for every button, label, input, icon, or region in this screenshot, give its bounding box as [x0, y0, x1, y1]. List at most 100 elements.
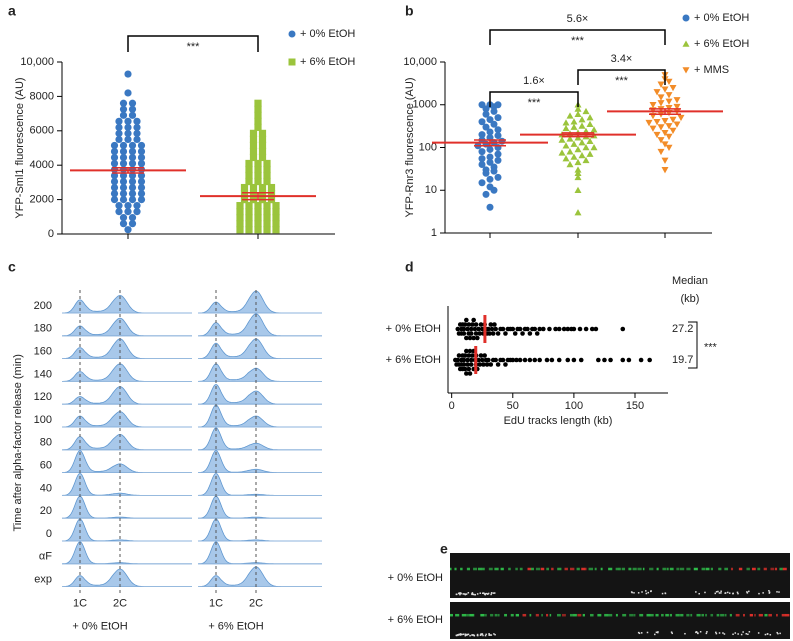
dot — [124, 89, 132, 97]
speckle — [637, 592, 640, 594]
speckle — [717, 590, 719, 593]
dot — [137, 159, 146, 168]
fiber-signal — [477, 567, 482, 571]
y-tick-label: 1 — [431, 227, 437, 239]
dot — [254, 226, 262, 234]
dot — [512, 331, 518, 336]
fiber-signal — [562, 613, 566, 617]
speckle — [464, 593, 467, 596]
dot — [455, 357, 461, 363]
dot — [486, 145, 494, 153]
dot — [682, 40, 690, 47]
dot — [510, 326, 516, 332]
fiber-signal — [729, 613, 732, 617]
speckle — [455, 634, 458, 637]
dot — [574, 110, 582, 118]
speckle — [776, 591, 778, 593]
dot — [254, 117, 262, 125]
dot — [464, 335, 469, 341]
dot — [478, 322, 484, 327]
significance: *** — [615, 75, 629, 87]
speckle — [734, 632, 737, 634]
dot — [493, 357, 498, 363]
dot — [478, 161, 486, 169]
dot — [565, 326, 571, 332]
dot — [115, 123, 123, 131]
speckle — [736, 591, 739, 594]
speckle — [479, 634, 482, 636]
fiber-signal — [639, 613, 644, 617]
dot — [110, 189, 119, 198]
fiber-signal — [720, 613, 725, 617]
speckle — [722, 632, 724, 634]
row-label: 100 — [34, 414, 52, 426]
dot — [119, 220, 128, 228]
median-bar — [483, 315, 487, 343]
fiber-signal — [686, 613, 690, 617]
speckle — [457, 634, 460, 636]
dot — [119, 141, 128, 150]
speckle — [638, 632, 641, 635]
group-label: + 6% EtOH — [208, 621, 263, 633]
fiber-signal — [527, 567, 532, 571]
fiber-signal — [472, 613, 475, 617]
speckle — [732, 633, 734, 636]
dot — [263, 177, 271, 186]
fiber-signal — [754, 613, 756, 617]
dot — [479, 357, 485, 363]
dot — [128, 171, 137, 180]
dot — [562, 142, 570, 149]
panel-label: e — [440, 541, 448, 557]
speckle — [757, 632, 760, 634]
speckle — [462, 633, 465, 635]
dot — [532, 357, 538, 363]
fiber-signal — [556, 613, 561, 617]
speckle — [764, 633, 767, 636]
fiber-signal — [680, 613, 684, 617]
speckle — [670, 631, 673, 633]
dot — [490, 107, 498, 115]
y-tick-label: 1000 — [413, 99, 437, 111]
speckle — [684, 632, 686, 635]
dot — [467, 335, 473, 341]
speckle — [697, 632, 699, 635]
group-label: + 0% EtOH — [72, 621, 127, 633]
dot — [258, 147, 267, 156]
speckle — [467, 592, 470, 594]
dot — [490, 186, 498, 194]
panel-label: c — [8, 259, 16, 275]
dot — [661, 118, 669, 125]
dot — [133, 129, 141, 137]
dot — [249, 129, 258, 137]
speckle — [740, 633, 743, 636]
fiber-signal — [466, 567, 471, 571]
fiber-signal — [515, 567, 518, 571]
dot — [517, 357, 523, 363]
speckle — [477, 634, 479, 637]
speckle — [485, 633, 487, 636]
speckle — [464, 634, 467, 637]
fiber-signal — [710, 567, 713, 571]
dot — [137, 177, 146, 186]
dot — [620, 357, 626, 363]
dot — [653, 131, 661, 139]
speckle — [493, 592, 496, 594]
fiber-signal — [665, 613, 669, 617]
fiber-signal — [686, 567, 691, 571]
fiber-signal — [546, 613, 549, 617]
dot — [596, 357, 601, 363]
dot — [620, 326, 626, 332]
dot — [272, 226, 280, 234]
dot — [475, 335, 480, 341]
dot — [119, 147, 128, 156]
speckle — [762, 592, 764, 594]
dot — [124, 208, 132, 216]
dot — [527, 331, 533, 336]
dot — [462, 353, 468, 358]
dot — [486, 203, 494, 211]
dot — [649, 125, 657, 132]
dot — [115, 117, 123, 125]
dot — [478, 131, 486, 139]
median-header: Median — [672, 275, 708, 287]
dot — [669, 84, 677, 92]
